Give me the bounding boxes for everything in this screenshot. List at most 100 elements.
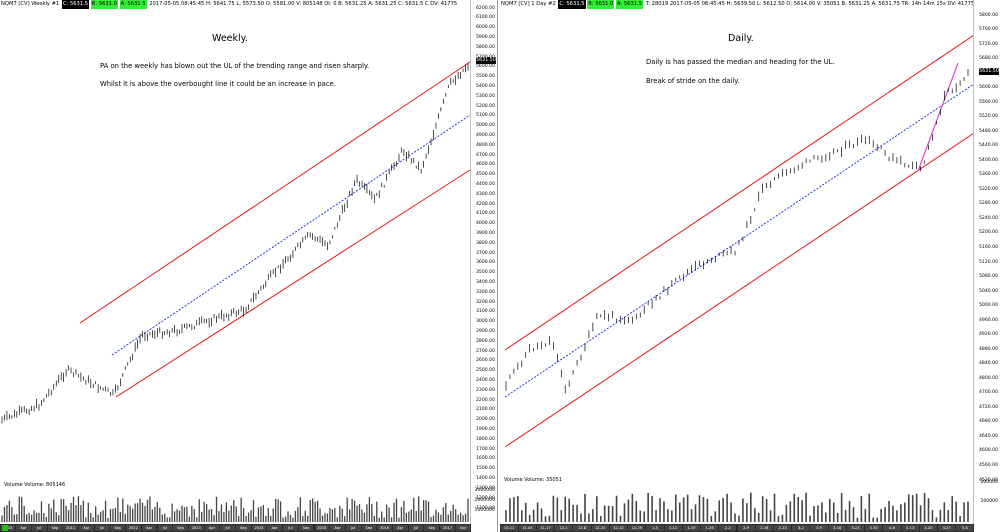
weekly-date-label: Sep xyxy=(236,525,251,531)
weekly-note-1: PA on the weekly has blown out the UL of… xyxy=(100,62,370,70)
weekly-price-tick: 3800.00 xyxy=(476,240,495,246)
weekly-price-tick: 2300.00 xyxy=(476,387,495,393)
daily-stride-line xyxy=(917,62,959,172)
weekly-note-2: Whilst it is above the overbought line i… xyxy=(100,80,336,88)
daily-date-label: 12-8 xyxy=(573,525,591,531)
daily-date-label: 1-19 xyxy=(682,525,701,531)
weekly-price-tick: 4400.00 xyxy=(476,181,495,187)
weekly-price-tick: 5200.00 xyxy=(476,103,495,109)
weekly-date-label: Sep xyxy=(110,525,126,531)
weekly-price-tick: 4700.00 xyxy=(476,152,495,158)
daily-price-tick: 4560.00 xyxy=(979,462,998,468)
weekly-price-tick: 1800.00 xyxy=(476,436,495,442)
weekly-price-tick: 4500.00 xyxy=(476,172,495,178)
daily-price-tick: 4800.00 xyxy=(979,375,998,381)
weekly-date-label: Sep xyxy=(173,525,188,531)
weekly-price-tick: 3200.00 xyxy=(476,299,495,305)
daily-date-label: 3-16 xyxy=(828,525,846,531)
daily-date-label: 3-9 xyxy=(810,525,828,531)
daily-date-label: 12-29 xyxy=(628,525,646,531)
weekly-last-price-tag: 5631.50 xyxy=(476,57,496,64)
weekly-date-label: Sep xyxy=(424,525,440,531)
weekly-price-chart[interactable] xyxy=(0,0,471,532)
weekly-lower-channel-line xyxy=(115,169,471,398)
daily-price-tick: 5320.00 xyxy=(979,186,998,192)
daily-date-label: 2-9 xyxy=(737,525,755,531)
weekly-price-axis[interactable]: 6200.006100.006000.005900.005800.005700.… xyxy=(470,0,497,532)
daily-date-axis[interactable]: 10-11 11-04 11-17 12-1 12-8 12-15 12-22 12-29 1-… xyxy=(500,524,974,532)
daily-price-tick: 4840.00 xyxy=(979,361,998,367)
daily-volume-bars xyxy=(505,492,969,522)
weekly-price-tick: 5100.00 xyxy=(476,113,495,119)
daily-price-tick: 5720.00 xyxy=(979,41,998,47)
weekly-price-tick: 4000.00 xyxy=(476,221,495,227)
daily-lower-channel-line xyxy=(504,132,974,448)
daily-chart-panel[interactable]: NQM7 [CV] 1 Day #2 C: 5631.5 B: 5631.0 A… xyxy=(500,0,1000,532)
weekly-date-label: Apr xyxy=(79,525,94,531)
weekly-date-label: Apr xyxy=(204,525,220,531)
daily-price-tick: 5040.00 xyxy=(979,288,998,294)
daily-price-bars xyxy=(505,68,969,394)
weekly-price-tick: 3700.00 xyxy=(476,250,495,256)
weekly-price-tick: 2000.00 xyxy=(476,417,495,423)
daily-price-tick: 4520.00 xyxy=(979,477,998,483)
daily-date-label: 4-13 xyxy=(901,525,919,531)
weekly-price-tick: 1700.00 xyxy=(476,446,495,452)
weekly-date-label: Jul xyxy=(345,525,361,531)
weekly-date-label: Sep xyxy=(47,525,63,531)
weekly-date-label: Jul xyxy=(94,525,110,531)
daily-date-label: 5-4 xyxy=(956,525,974,531)
weekly-price-tick: 1900.00 xyxy=(476,427,495,433)
weekly-price-tick: 4600.00 xyxy=(476,162,495,168)
daily-price-tick: 5280.00 xyxy=(979,201,998,207)
weekly-price-tick: 1400.00 xyxy=(476,476,495,482)
daily-date-label: 4-27 xyxy=(938,525,956,531)
weekly-price-tick: 3300.00 xyxy=(476,289,495,295)
daily-note-1: Daily is has passed the median and headi… xyxy=(646,58,835,66)
weekly-date-axis[interactable]: 2010AprJulSep2011AprJulSep2012AprJulSep2… xyxy=(0,524,471,532)
daily-date-label: 12-1 xyxy=(555,525,573,531)
weekly-price-tick: 4200.00 xyxy=(476,201,495,207)
daily-infobar: NQM7 [CV] 1 Day #2 C: 5631.5 B: 5631.0 A… xyxy=(500,0,975,9)
daily-price-tick: 5440.00 xyxy=(979,143,998,149)
daily-date-label: 4-20 xyxy=(919,525,938,531)
weekly-price-tick: 5400.00 xyxy=(476,83,495,89)
weekly-close-badge: C: 5631.5 xyxy=(61,0,90,9)
weekly-price-tick: 5500.00 xyxy=(476,74,495,80)
weekly-price-tick: 4800.00 xyxy=(476,142,495,148)
weekly-volume-label: Volume Volume: 805146 xyxy=(4,482,66,488)
weekly-ask-badge: A: 5631.5 xyxy=(119,0,147,9)
weekly-date-label: Jul xyxy=(283,525,298,531)
daily-price-tick: 5160.00 xyxy=(979,245,998,250)
weekly-volume-tick: 1000000 xyxy=(474,507,495,513)
weekly-date-label: Apr xyxy=(141,525,157,531)
daily-price-chart[interactable] xyxy=(500,0,974,532)
left-corner-indicator-icon[interactable] xyxy=(2,525,8,531)
daily-price-axis[interactable]: 5800.005760.005720.005680.005640.005600.… xyxy=(973,0,1000,532)
weekly-price-tick: 5300.00 xyxy=(476,93,495,99)
daily-date-label: 3-30 xyxy=(865,525,883,531)
weekly-price-tick: 2100.00 xyxy=(476,407,495,413)
weekly-price-tick: 1600.00 xyxy=(476,456,495,462)
weekly-chart-panel[interactable]: NQM7 [CV] Weekly #1 C: 5631.5 B: 5631.0 … xyxy=(0,0,498,532)
weekly-date-label: 2015 xyxy=(314,525,330,531)
daily-date-label: 2-2 xyxy=(719,525,737,531)
daily-price-tick: 4640.00 xyxy=(979,433,998,439)
daily-price-tick: 4720.00 xyxy=(979,404,998,410)
weekly-date-label: Apr xyxy=(267,525,283,531)
daily-price-tick: 5520.00 xyxy=(979,114,998,120)
daily-price-tick: 5800.00 xyxy=(979,12,998,18)
daily-close-badge: C: 5631.5 xyxy=(558,0,586,9)
daily-price-tick: 4680.00 xyxy=(979,419,998,425)
daily-note-2: Break of stride on the daily. xyxy=(646,77,740,85)
weekly-stats: 2017-05-05 08:45:45 H: 5641.75 L: 5573.5… xyxy=(149,1,458,7)
weekly-date-label: Apr xyxy=(16,525,31,531)
weekly-price-tick: 5600.00 xyxy=(476,64,495,70)
daily-price-tick: 5560.00 xyxy=(979,99,998,105)
weekly-date-label: 2014 xyxy=(251,525,267,531)
daily-date-label: 11-17 xyxy=(536,525,555,531)
weekly-volume-bars xyxy=(1,496,469,522)
daily-date-label: 10-11 xyxy=(500,525,518,531)
daily-volume-label: Volume Volume: 35051 xyxy=(504,477,562,483)
daily-price-tick: 5600.00 xyxy=(979,85,998,91)
